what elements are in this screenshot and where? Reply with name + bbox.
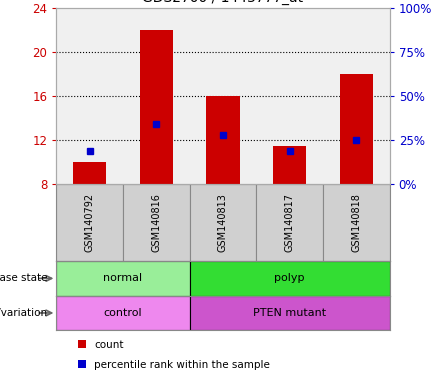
Bar <box>190 184 256 261</box>
Text: GSM140817: GSM140817 <box>284 193 295 252</box>
Bar <box>56 184 123 261</box>
Bar <box>190 261 390 296</box>
Text: polyp: polyp <box>275 273 305 283</box>
Bar <box>273 146 307 184</box>
Bar <box>190 296 390 330</box>
Text: GSM140818: GSM140818 <box>351 193 362 252</box>
Text: GSM140813: GSM140813 <box>218 193 228 252</box>
Bar <box>73 162 107 184</box>
Bar <box>339 74 373 184</box>
Bar <box>139 30 173 184</box>
Text: control: control <box>103 308 142 318</box>
Text: genotype/variation: genotype/variation <box>0 308 48 318</box>
Bar <box>206 96 240 184</box>
Bar <box>56 296 190 330</box>
Bar <box>323 184 390 261</box>
Bar <box>56 261 190 296</box>
Text: percentile rank within the sample: percentile rank within the sample <box>94 360 270 370</box>
Text: PTEN mutant: PTEN mutant <box>253 308 326 318</box>
Bar <box>123 184 190 261</box>
Text: count: count <box>94 340 124 350</box>
Text: GSM140792: GSM140792 <box>84 193 95 252</box>
Text: normal: normal <box>103 273 142 283</box>
Bar <box>256 184 323 261</box>
Title: GDS2700 / 1443777_at: GDS2700 / 1443777_at <box>142 0 304 5</box>
Text: GSM140816: GSM140816 <box>151 193 162 252</box>
Text: disease state: disease state <box>0 273 48 283</box>
